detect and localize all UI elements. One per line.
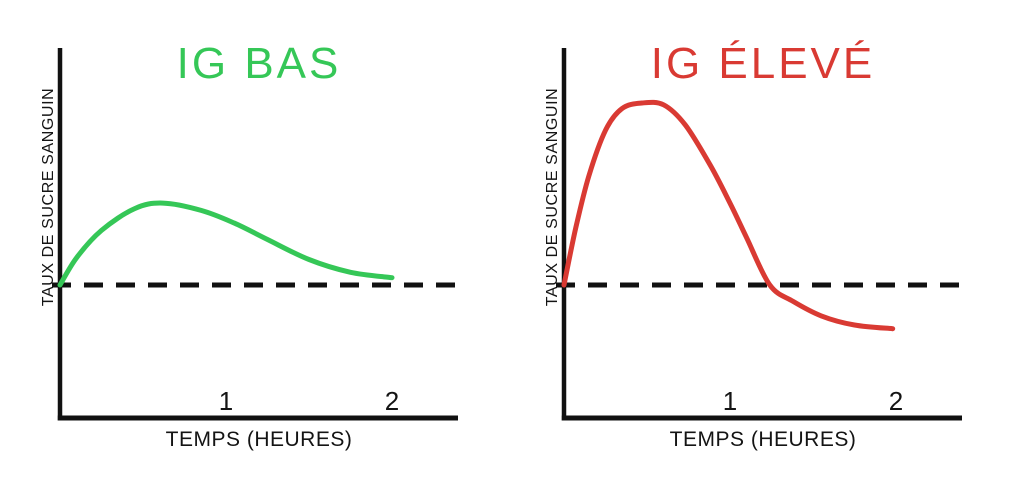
x-tick-label: 1 xyxy=(219,386,233,416)
x-axis-label: TEMPS (HEURES) xyxy=(165,428,353,451)
x-axis-label: TEMPS (HEURES) xyxy=(669,428,857,451)
chart-title-high-gi: IG ÉLEVÉ xyxy=(650,39,876,88)
glucose-curve xyxy=(561,99,896,332)
x-tick-label: 2 xyxy=(385,386,399,416)
chart-title-low-gi: IG BAS xyxy=(176,39,342,88)
glucose-curve xyxy=(57,200,395,288)
x-tick-label: 1 xyxy=(723,386,737,416)
x-tick-label: 2 xyxy=(889,386,903,416)
